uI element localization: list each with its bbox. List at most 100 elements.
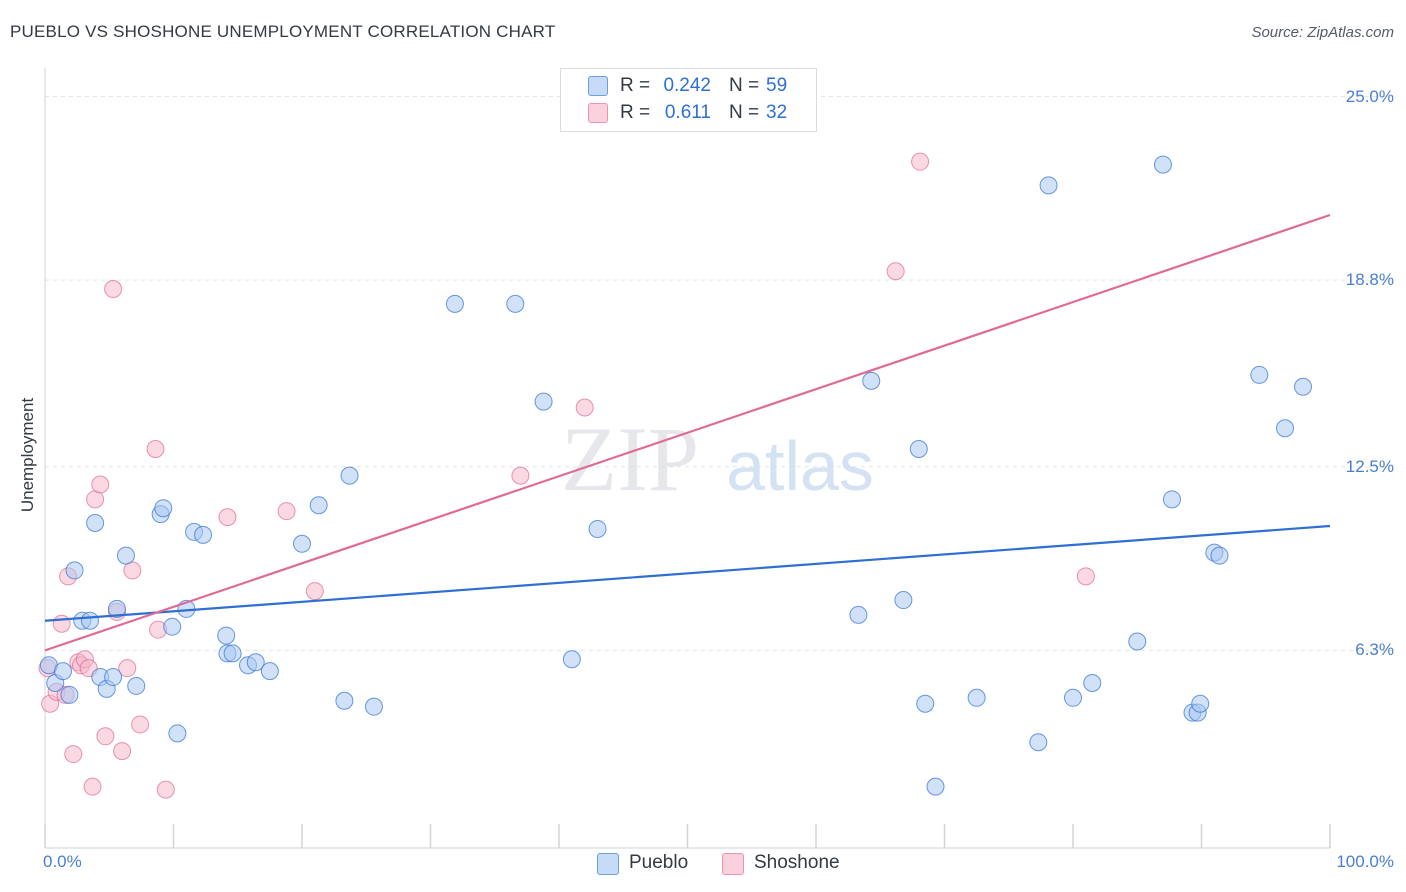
shoshone-point <box>118 659 137 678</box>
shoshone-point <box>911 152 930 171</box>
pueblo-point <box>65 561 84 580</box>
r-label: R = <box>620 102 651 123</box>
legend-label: Shoshone <box>754 852 840 873</box>
shoshone-point <box>131 715 150 734</box>
pueblo-point <box>1294 377 1313 396</box>
shoshone-legend-swatch <box>722 853 744 875</box>
pueblo-point <box>862 371 881 390</box>
pueblo-point <box>194 525 213 544</box>
pueblo-point <box>894 591 913 610</box>
shoshone-point <box>83 777 102 796</box>
pueblo-point <box>916 694 935 713</box>
pueblo-trend-line <box>44 524 1331 622</box>
shoshone-point <box>218 508 237 527</box>
source-credit: Source: ZipAtlas.com <box>1251 24 1394 41</box>
n-label: N = <box>729 75 760 96</box>
axes <box>44 68 1331 849</box>
pueblo-point <box>967 688 986 707</box>
shoshone-point <box>64 745 83 764</box>
zipatlas-watermark: ZIP atlas <box>561 408 874 510</box>
shoshone-point <box>91 475 110 494</box>
pueblo-point <box>534 392 553 411</box>
pueblo-point <box>217 626 236 645</box>
shoshone-point <box>511 466 530 485</box>
chart-title: PUEBLO VS SHOSHONE UNEMPLOYMENT CORRELAT… <box>10 22 556 41</box>
shoshone-point <box>575 398 594 417</box>
pueblo-point <box>849 605 868 624</box>
r-label: R = <box>620 75 651 96</box>
pueblo-point <box>163 617 182 636</box>
pueblo-point <box>1064 688 1082 707</box>
shoshone-point <box>1076 567 1095 586</box>
watermark-zip: ZIP <box>561 408 699 510</box>
stats-row-pueblo: R = 0.242 N = 59 <box>561 73 816 99</box>
pueblo-point <box>309 496 328 515</box>
pueblo-point <box>562 650 581 669</box>
pueblo-point <box>53 662 72 681</box>
pueblo-point <box>926 777 945 796</box>
pueblo-point <box>80 611 99 630</box>
n-value: 32 <box>766 102 788 123</box>
watermark-atlas: atlas <box>726 427 874 505</box>
pueblo-point <box>293 534 311 553</box>
n-label: N = <box>729 102 760 123</box>
pueblo-point <box>1191 694 1210 713</box>
grid-lines <box>45 96 1393 651</box>
y-tick-label: 6.3% <box>1355 640 1394 660</box>
r-value: 0.611 <box>664 102 711 123</box>
pueblo-point <box>1128 632 1147 651</box>
x-tick-label: 100.0% <box>1336 852 1394 871</box>
pueblo-point <box>1276 419 1295 438</box>
trend-lines <box>44 213 1331 652</box>
pueblo-point <box>127 676 146 695</box>
y-tick-label: 18.8% <box>1345 270 1394 290</box>
pueblo-point <box>335 691 354 710</box>
y-tick-label: 25.0% <box>1345 86 1394 106</box>
pueblo-point <box>445 294 464 313</box>
shoshone-point <box>305 582 324 601</box>
n-value: 59 <box>766 75 788 96</box>
pueblo-point <box>364 697 383 716</box>
pueblo-legend-swatch <box>597 853 619 875</box>
shoshone-point <box>96 727 115 746</box>
pueblo-point <box>340 466 359 485</box>
pueblo-point <box>506 294 525 313</box>
shoshone-point <box>113 742 132 761</box>
legend-label: Pueblo <box>629 852 689 873</box>
pueblo-point <box>154 499 173 518</box>
pueblo-swatch <box>588 76 608 96</box>
pueblo-point <box>116 546 135 565</box>
stats-box: R = 0.242 N = 59 R = 0.611 N = 32 <box>560 68 817 132</box>
pueblo-point <box>60 685 79 704</box>
shoshone-point <box>886 262 905 281</box>
pueblo-point <box>260 662 279 681</box>
shoshone-point <box>277 502 296 521</box>
x-tick-label: 0.0% <box>43 852 82 871</box>
shoshone-point <box>156 780 175 799</box>
pueblo-point <box>909 439 928 458</box>
pueblo-points <box>39 155 1313 796</box>
y-tick-label: 12.5% <box>1345 456 1394 476</box>
shoshone-point <box>104 280 123 299</box>
pueblo-point <box>1039 176 1058 195</box>
legend: Pueblo Shoshone <box>0 852 1406 878</box>
pueblo-point <box>1210 546 1229 565</box>
shoshone-trend-line <box>44 213 1331 652</box>
shoshone-point <box>146 439 165 458</box>
pueblo-point <box>1083 673 1102 692</box>
shoshone-swatch <box>588 103 608 123</box>
pueblo-point <box>104 668 123 687</box>
pueblo-point <box>1250 365 1269 384</box>
stats-row-shoshone: R = 0.611 N = 32 <box>561 100 816 126</box>
pueblo-point <box>86 514 105 533</box>
pueblo-point <box>1153 155 1172 174</box>
pueblo-point <box>1029 733 1048 752</box>
r-value: 0.242 <box>663 75 711 96</box>
pueblo-point <box>223 644 242 663</box>
pueblo-point <box>168 724 187 743</box>
shoshone-point <box>52 614 71 633</box>
pueblo-point <box>107 599 126 618</box>
pueblo-point <box>1162 490 1181 509</box>
pueblo-point <box>246 653 265 672</box>
